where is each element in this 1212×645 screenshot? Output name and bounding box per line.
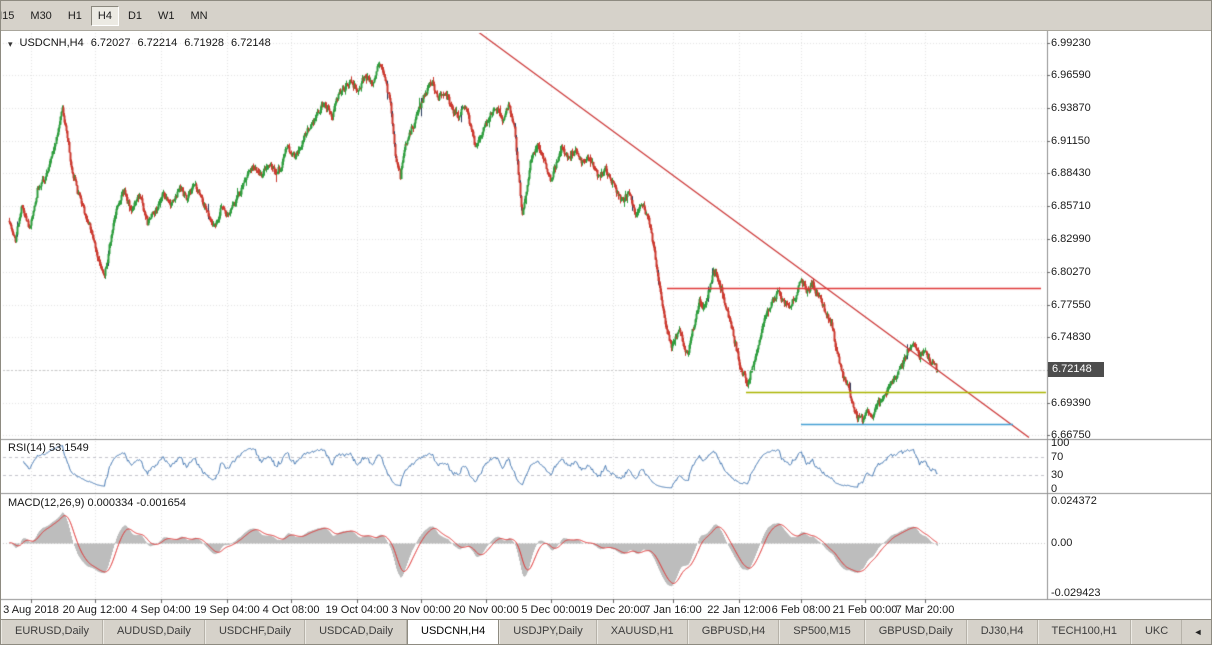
tab-usdchf-daily[interactable]: USDCHF,Daily	[204, 620, 306, 644]
timeframe-button-group: M15 M30 H1 H4 D1 W1 MN	[1, 1, 216, 30]
tab-dj30-h4[interactable]: DJ30,H4	[966, 620, 1038, 644]
tab-ukc[interactable]: UKC	[1130, 620, 1183, 644]
macd-indicator-label: MACD(12,26,9) 0.000334 -0.001654	[8, 497, 186, 509]
tab-sp500-m15[interactable]: SP500,M15	[779, 620, 865, 644]
period-button-d1[interactable]: D1	[127, 9, 142, 22]
ohlc-high-value: 6.72214	[137, 37, 178, 49]
chart-tabs: EURUSD,Daily AUDUSD,Daily USDCHF,Daily USDC…	[1, 620, 1185, 644]
period-button-m30[interactable]: M30	[30, 9, 52, 22]
period-button-h1[interactable]: H1	[67, 9, 82, 22]
tab-eurusd-daily[interactable]: EURUSD,Daily	[1, 620, 103, 644]
tab-scroll-left-button[interactable]: ◄	[1193, 627, 1203, 637]
period-button-m15[interactable]: M15	[1, 9, 15, 22]
tab-tech100-h1[interactable]: TECH100,H1	[1037, 620, 1131, 644]
rsi-indicator-label: RSI(14) 53.1549	[8, 442, 89, 454]
tab-usdcnh-h4[interactable]: USDCNH,H4	[407, 620, 500, 644]
price-chart-canvas[interactable]	[1, 31, 1211, 622]
chart-symbol-label: USDCNH,H4	[19, 37, 84, 49]
tab-gbpusd-h4[interactable]: GBPUSD,H4	[687, 620, 780, 644]
chart-ohlc-header: ▾ USDCNH,H4 6.72027 6.72214 6.71928 6.72…	[8, 37, 271, 51]
ohlc-open-value: 6.72027	[90, 37, 131, 49]
tab-usdcad-daily[interactable]: USDCAD,Daily	[305, 620, 408, 644]
chart-collapse-icon[interactable]: ▾	[8, 39, 13, 49]
current-price-badge: 6.72148	[1048, 362, 1104, 377]
period-button-h4[interactable]: H4	[90, 5, 119, 26]
chart-tab-bar: EURUSD,Daily AUDUSD,Daily USDCHF,Daily USDC…	[1, 619, 1211, 644]
toolbar: M15 M30 H1 H4 D1 W1 MN	[1, 1, 1211, 31]
period-button-mn[interactable]: MN	[190, 9, 208, 22]
period-button-w1[interactable]: W1	[158, 9, 175, 22]
ohlc-low-value: 6.71928	[184, 37, 225, 49]
tab-gbpusd-daily[interactable]: GBPUSD,Daily	[864, 620, 967, 644]
tab-xauusd-h1[interactable]: XAUUSD,H1	[596, 620, 688, 644]
tab-usdjpy-daily[interactable]: USDJPY,Daily	[499, 620, 597, 644]
tab-audusd-daily[interactable]: AUDUSD,Daily	[102, 620, 205, 644]
ohlc-close-value: 6.72148	[231, 37, 271, 49]
